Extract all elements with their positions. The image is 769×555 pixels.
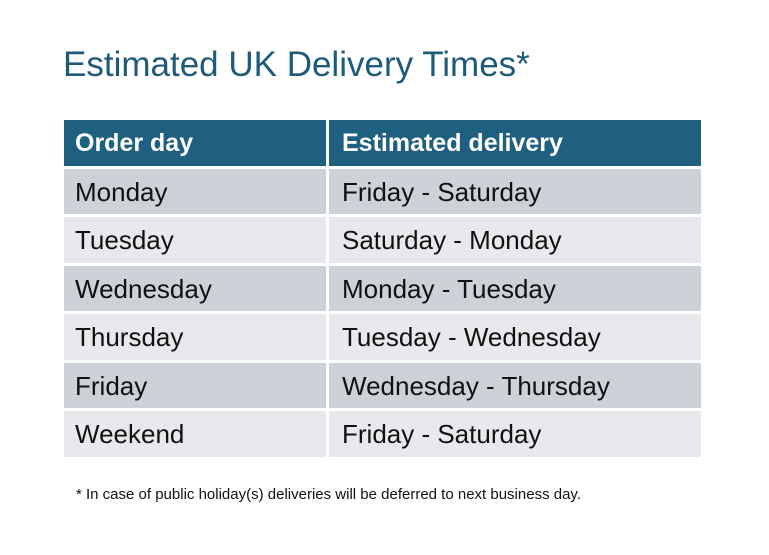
delivery-cell: Friday - Saturday [329, 168, 701, 214]
order-day-cell: Thursday [64, 314, 326, 360]
page-title: Estimated UK Delivery Times* [63, 45, 530, 84]
order-day-cell: Friday [64, 362, 326, 408]
delivery-cell: Saturday - Monday [329, 217, 701, 263]
table-row: Friday Wednesday - Thursday [64, 362, 701, 408]
order-day-cell: Monday [64, 168, 326, 214]
footnote: * In case of public holiday(s) deliverie… [76, 486, 581, 503]
order-day-cell: Weekend [64, 411, 326, 457]
table-row: Thursday Tuesday - Wednesday [64, 314, 701, 360]
header-estimated-delivery: Estimated delivery [329, 120, 701, 166]
order-day-cell: Wednesday [64, 265, 326, 311]
delivery-cell: Friday - Saturday [329, 411, 701, 457]
order-day-cell: Tuesday [64, 217, 326, 263]
delivery-cell: Tuesday - Wednesday [329, 314, 701, 360]
table-row: Weekend Friday - Saturday [64, 411, 701, 457]
delivery-table: Order day Estimated delivery Monday Frid… [64, 120, 701, 460]
delivery-cell: Wednesday - Thursday [329, 362, 701, 408]
delivery-cell: Monday - Tuesday [329, 265, 701, 311]
table-row: Tuesday Saturday - Monday [64, 217, 701, 263]
table-row: Monday Friday - Saturday [64, 168, 701, 214]
header-order-day: Order day [64, 120, 326, 166]
table-header-row: Order day Estimated delivery [64, 120, 701, 166]
table-row: Wednesday Monday - Tuesday [64, 265, 701, 311]
